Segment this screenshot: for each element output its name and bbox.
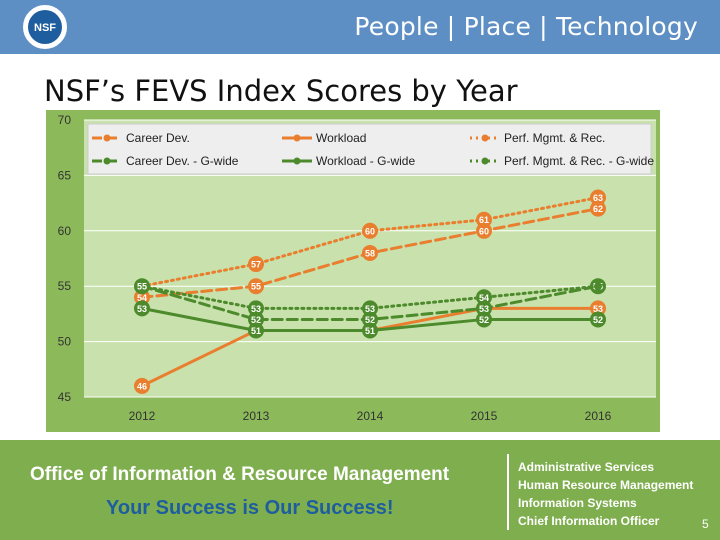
- data-point: [476, 211, 492, 228]
- data-label: 52: [479, 315, 489, 325]
- data-label: 53: [593, 304, 603, 314]
- unit-item: Chief Information Officer: [518, 514, 660, 528]
- data-point: [590, 189, 606, 206]
- data-point: [362, 244, 378, 261]
- footer-bar: [0, 440, 720, 540]
- data-label: 53: [479, 304, 489, 314]
- data-point: [362, 322, 378, 339]
- data-point: [476, 222, 492, 239]
- data-label: 63: [593, 193, 603, 203]
- data-label: 53: [251, 304, 261, 314]
- data-label: 61: [479, 215, 489, 225]
- page-title: NSF’s FEVS Index Scores by Year: [44, 74, 518, 108]
- data-label: 52: [365, 315, 375, 325]
- legend-marker: [103, 157, 111, 165]
- data-point: [248, 300, 264, 317]
- nsf-logo: NSF: [23, 5, 67, 49]
- y-tick-label: 70: [58, 113, 72, 127]
- y-tick-label: 65: [58, 168, 72, 182]
- data-label: 52: [251, 315, 261, 325]
- legend-label: Perf. Mgmt. & Rec. - G-wide: [504, 154, 654, 168]
- page-number: 5: [702, 517, 709, 531]
- data-point: [248, 278, 264, 295]
- data-point: [248, 311, 264, 328]
- unit-item: Information Systems: [518, 496, 637, 510]
- data-label: 46: [137, 381, 147, 391]
- y-tick-label: 45: [58, 390, 72, 404]
- tagline: People | Place | Technology: [354, 12, 698, 41]
- data-label: 52: [593, 315, 603, 325]
- unit-item: Human Resource Management: [518, 478, 694, 492]
- legend-label: Career Dev. - G-wide: [126, 154, 239, 168]
- data-label: 55: [137, 282, 147, 292]
- x-tick-label: 2012: [129, 409, 156, 423]
- office-name: Office of Information & Resource Managem…: [30, 464, 450, 485]
- data-point: [134, 300, 150, 317]
- data-point: [134, 377, 150, 394]
- legend-marker: [293, 157, 301, 165]
- data-label: 57: [251, 260, 261, 270]
- header-bar: NSF People | Place | Technology: [0, 0, 720, 54]
- data-label: 55: [251, 282, 261, 292]
- legend-label: Career Dev.: [126, 131, 190, 145]
- logo-text: NSF: [34, 22, 56, 34]
- y-tick-label: 55: [58, 279, 72, 293]
- data-point: [248, 322, 264, 339]
- footer-divider: [507, 454, 509, 530]
- data-point: [476, 300, 492, 317]
- data-label: 58: [365, 248, 375, 258]
- data-label: 53: [137, 304, 147, 314]
- data-label: 51: [251, 326, 261, 336]
- data-label: 54: [137, 293, 147, 303]
- legend-label: Workload: [316, 131, 366, 145]
- legend-marker: [481, 134, 489, 142]
- legend-marker: [293, 134, 301, 142]
- data-label: 54: [479, 293, 489, 303]
- x-tick-label: 2015: [471, 409, 498, 423]
- slogan: Your Success is Our Success!: [106, 497, 394, 519]
- data-point: [362, 311, 378, 328]
- data-label: 51: [365, 326, 375, 336]
- chart-container: 45 50 55 60 65 70 2012 2013 2014 2015 2016 54 55 58 60…: [46, 110, 660, 432]
- data-point: [590, 311, 606, 328]
- data-label: 53: [365, 304, 375, 314]
- data-point: [594, 282, 602, 291]
- data-point: [362, 222, 378, 239]
- data-point: [476, 311, 492, 328]
- legend-marker: [481, 157, 489, 165]
- y-tick-label: 50: [58, 335, 72, 349]
- data-point: [248, 256, 264, 273]
- data-point: [134, 289, 150, 306]
- y-tick-label: 60: [58, 224, 72, 238]
- x-tick-label: 2013: [243, 409, 270, 423]
- legend-marker: [103, 134, 111, 142]
- data-point: [362, 300, 378, 317]
- x-tick-label: 2014: [357, 409, 384, 423]
- x-tick-label: 2016: [585, 409, 612, 423]
- data-point: [590, 300, 606, 317]
- legend-box: [87, 123, 652, 175]
- legend-label: Workload - G-wide: [316, 154, 415, 168]
- unit-item: Administrative Services: [518, 460, 655, 474]
- unit-list: Administrative Services Human Resource M…: [518, 458, 693, 530]
- data-point: [476, 289, 492, 306]
- data-label: 60: [479, 226, 489, 236]
- data-point: [590, 200, 606, 217]
- legend-label: Perf. Mgmt. & Rec.: [504, 131, 605, 145]
- data-point: [134, 278, 150, 295]
- data-label: 60: [365, 226, 375, 236]
- data-label: 62: [593, 204, 603, 214]
